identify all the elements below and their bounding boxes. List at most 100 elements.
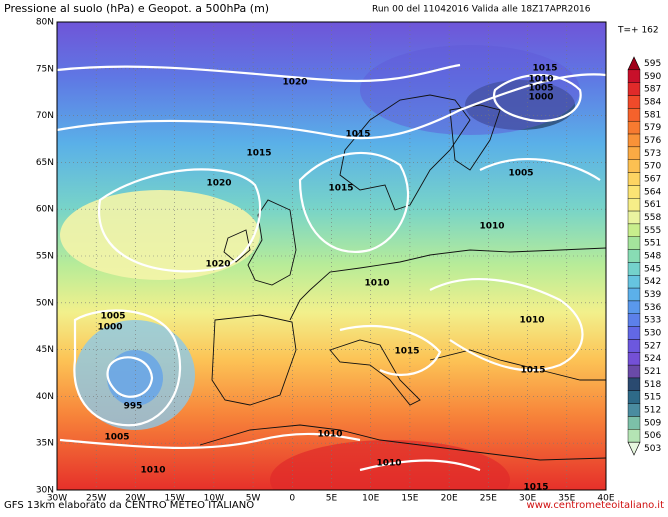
colorbar-label: 590 (644, 72, 661, 82)
latitude-label: 80N (36, 18, 54, 28)
colorbar-label: 512 (644, 406, 661, 416)
colorbar-swatch (627, 339, 641, 353)
latitude-label: 65N (36, 158, 54, 168)
isobar-label: 1010 (364, 279, 389, 289)
credit: GFS 13km elaborato da CENTRO METEO ITALI… (4, 500, 254, 511)
colorbar-swatch (627, 352, 641, 366)
isobar-label: 1015 (532, 64, 557, 74)
colorbar-swatch (627, 69, 641, 83)
colorbar-label: 555 (644, 226, 661, 236)
isobars (57, 63, 606, 472)
colorbar-swatch (627, 146, 641, 160)
latitude-label: 35N (36, 439, 54, 449)
isobar-label: 1015 (345, 130, 370, 140)
colorbar-label: 527 (644, 341, 661, 351)
longitude-label: 40E (597, 494, 614, 504)
isobar-label: 1015 (523, 483, 548, 493)
colorbar-label: 581 (644, 110, 661, 120)
longitude-label: 30E (519, 494, 536, 504)
longitude-label: 0 (289, 494, 295, 504)
colorbar-swatch (627, 416, 641, 430)
longitude-label: 35E (558, 494, 575, 504)
coastlines (199, 94, 606, 461)
colorbar-swatch (627, 364, 641, 379)
colorbar-label: 548 (644, 252, 661, 262)
colorbar-label: 503 (644, 444, 661, 454)
colorbar-label: 524 (644, 354, 661, 364)
colorbar-label: 587 (644, 85, 661, 95)
latitude-label: 30N (36, 486, 54, 496)
isobar-label: 1010 (140, 466, 165, 476)
colorbar-swatch (627, 198, 641, 212)
website-url: www.centrometeoitaliano.it (527, 500, 665, 511)
isobar-label: 1005 (104, 433, 129, 443)
high-pressure-area (60, 190, 260, 280)
isobar-label: 1015 (328, 184, 353, 194)
longitude-label: 5W (246, 494, 261, 504)
longitude-label: 15E (401, 494, 418, 504)
colorbar-swatch (627, 95, 641, 109)
isobar-label: 1020 (205, 260, 230, 270)
colorbar-label: 530 (644, 329, 661, 339)
colorbar-arrow (627, 441, 641, 456)
isobar-label: 1020 (206, 179, 231, 189)
isobar-label: 1015 (520, 366, 545, 376)
colorbar-label: 518 (644, 380, 661, 390)
isobar-label: 1010 (528, 75, 553, 85)
isobar-label: 1010 (317, 430, 342, 440)
isobar-label: 1010 (479, 222, 504, 232)
colorbar-label: 558 (644, 213, 661, 223)
latitude-label: 40N (36, 392, 54, 402)
longitude-label: 5E (326, 494, 338, 504)
longitude-label: 10W (204, 494, 224, 504)
isobar-label: 1005 (508, 169, 533, 179)
longitude-label: 20W (125, 494, 145, 504)
longitude-label: 15W (164, 494, 184, 504)
isobar-label: 1015 (246, 149, 271, 159)
latitude-label: 70N (36, 111, 54, 121)
low-core (107, 350, 163, 406)
colorbar-swatch (627, 223, 641, 237)
colorbar-swatch (627, 236, 641, 250)
longitude-label: 25E (480, 494, 497, 504)
latitude-label: 50N (36, 298, 54, 308)
longitude-label: 25W (86, 494, 106, 504)
colorbar-swatch (627, 300, 641, 314)
colorbar-label: 573 (644, 149, 661, 159)
colorbar-label: 551 (644, 239, 661, 249)
latitude-label: 45N (36, 345, 54, 355)
isobar-label: 1005 (100, 312, 125, 322)
colorbar-label: 506 (644, 431, 661, 441)
isobar-label: 1000 (528, 93, 553, 103)
colorbar-swatch (627, 262, 641, 276)
colorbar-label: 521 (644, 367, 661, 377)
isobar-label: 1005 (528, 84, 553, 94)
colorbar-swatch (627, 120, 641, 135)
colorbar-label: 570 (644, 162, 661, 172)
colorbar-label: 576 (644, 136, 661, 146)
latitude-label: 55N (36, 252, 54, 262)
colorbar-swatch (627, 429, 641, 443)
longitude-label: 20E (441, 494, 458, 504)
colorbar-swatch (627, 159, 641, 173)
colorbar-label: 539 (644, 290, 661, 300)
colorbar-swatch (627, 108, 641, 122)
colorbar-swatch (627, 377, 641, 392)
latitude-label: 60N (36, 205, 54, 215)
colorbar-swatch (627, 390, 641, 404)
colorbar-label: 536 (644, 303, 661, 313)
colorbar-label: 595 (644, 59, 661, 69)
colorbar-swatch (627, 313, 641, 327)
longitude-label: 10E (362, 494, 379, 504)
colorbar-label: 579 (644, 123, 661, 133)
trough-area (360, 45, 580, 135)
colorbar-swatch (627, 326, 641, 340)
warm-area (270, 440, 510, 490)
isobar-label: 1000 (97, 323, 122, 333)
colorbar-swatch (627, 210, 641, 225)
isobar-label: 1020 (282, 78, 307, 88)
colorbar-label: 533 (644, 316, 661, 326)
colorbar-label: 509 (644, 418, 661, 428)
isobar-label: 1015 (394, 347, 419, 357)
